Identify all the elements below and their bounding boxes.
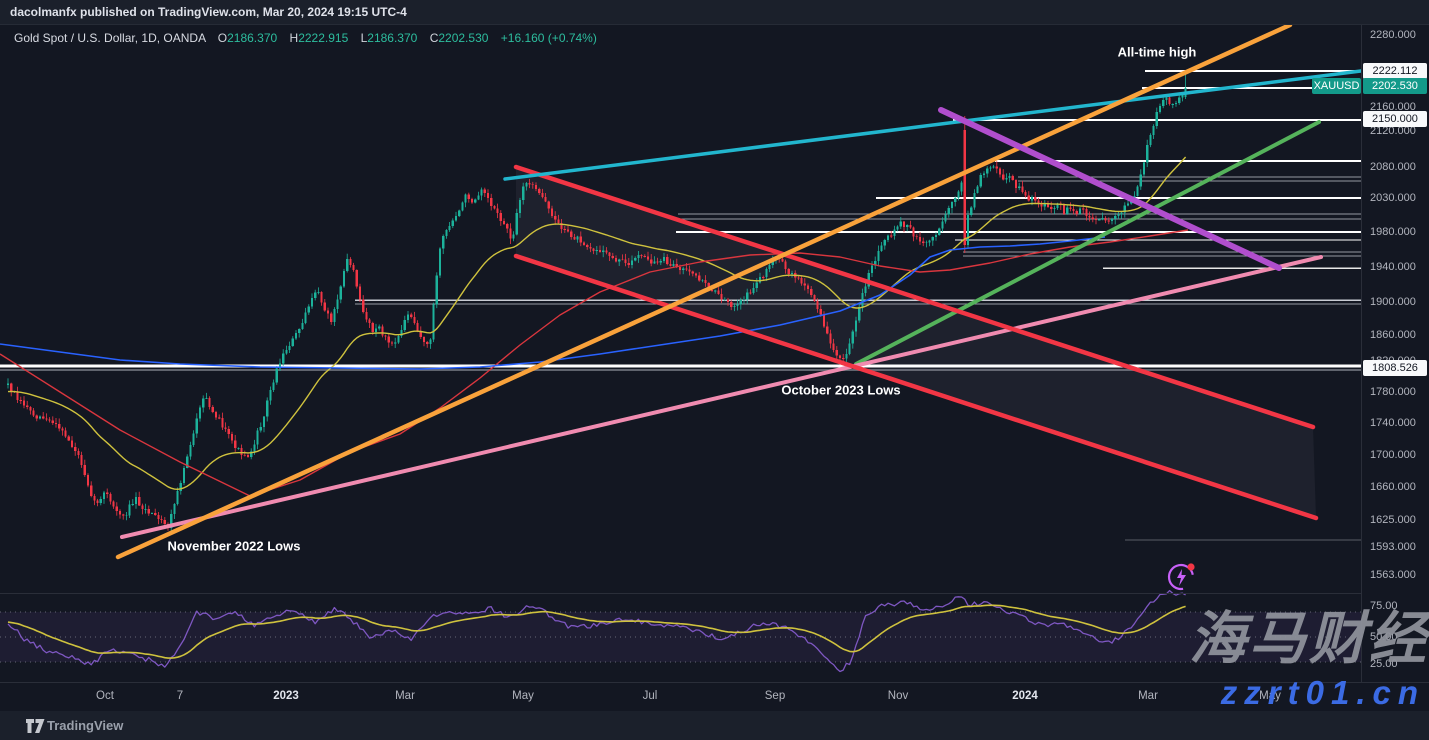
low-value: 2186.370 xyxy=(367,31,418,45)
price-axis-label: 2160.000 xyxy=(1370,101,1416,113)
price-axis-label: 25.00 xyxy=(1370,658,1398,670)
price-axis-label: 75.00 xyxy=(1370,600,1398,612)
open-label: O xyxy=(217,31,228,45)
time-axis-label: Jul xyxy=(642,690,658,702)
notification-dot xyxy=(1187,563,1195,571)
watermark-url: zzrt01.cn xyxy=(1220,674,1425,711)
pane-separator[interactable] xyxy=(0,593,1361,594)
price-axis-label: 1900.000 xyxy=(1370,296,1416,308)
resistance-trendline-cyan[interactable] xyxy=(503,69,1361,181)
price-level-badge: 2150.000 xyxy=(1363,111,1427,127)
time-axis-label: Oct xyxy=(96,690,114,702)
price-level-badge: 2222.112 xyxy=(1363,63,1427,79)
support-trendline-pink[interactable] xyxy=(120,255,1323,539)
price-axis-label: 1700.000 xyxy=(1370,449,1416,461)
time-axis-label: May xyxy=(512,690,534,702)
price-axis-label: 50.00 xyxy=(1370,631,1398,643)
symbol-legend[interactable]: Gold Spot / U.S. Dollar, 1D, OANDA O2186… xyxy=(14,31,597,45)
footer-brand[interactable]: TradingView xyxy=(47,718,124,733)
open-value: 2186.370 xyxy=(227,31,278,45)
publish-header: dacolmanfx published on TradingView.com,… xyxy=(0,0,1429,25)
time-axis-label: 2023 xyxy=(273,690,299,702)
close-label: C xyxy=(429,31,439,45)
last-price-badge: 2202.530 xyxy=(1363,78,1427,94)
price-axis-label: 2120.000 xyxy=(1370,125,1416,137)
price-axis-label: 1593.000 xyxy=(1370,541,1416,553)
high-label: H xyxy=(289,31,299,45)
price-axis-label: 1860.000 xyxy=(1370,329,1416,341)
time-axis-label: Mar xyxy=(1138,690,1158,702)
ascending-trendline-green[interactable] xyxy=(854,120,1321,366)
lightning-bolt-icon xyxy=(1177,569,1186,586)
time-axis-label: Nov xyxy=(887,690,909,702)
descending-trendline-purple[interactable] xyxy=(938,107,1282,271)
channel-lower-red[interactable] xyxy=(513,253,1319,521)
time-axis-label: 7 xyxy=(176,690,184,702)
low-label: L xyxy=(360,31,368,45)
channel-upper-red[interactable] xyxy=(513,164,1316,430)
footer-bar: TradingView xyxy=(0,710,1429,740)
symbol-price-badge: XAUUSD xyxy=(1312,78,1361,94)
tradingview-logo-icon[interactable] xyxy=(26,719,45,734)
symbol-title[interactable]: Gold Spot / U.S. Dollar, 1D, OANDA xyxy=(14,31,206,45)
price-axis-label: 2030.000 xyxy=(1370,192,1416,204)
high-value: 2222.915 xyxy=(298,31,349,45)
price-axis-label: 1740.000 xyxy=(1370,417,1416,429)
time-axis-label: Mar xyxy=(395,690,415,702)
flash-publish-icon[interactable] xyxy=(1163,557,1199,593)
change-value: +16.160 (+0.74%) xyxy=(500,31,597,45)
watermark-cjk: 海马财经 xyxy=(1189,607,1429,671)
chart-annotation: November 2022 Lows xyxy=(167,538,301,554)
price-axis-label: 1940.000 xyxy=(1370,261,1416,273)
chart-annotation: October 2023 Lows xyxy=(781,382,901,398)
time-axis-label: Sep xyxy=(764,690,786,702)
price-axis-label: 1780.000 xyxy=(1370,386,1416,398)
price-axis-label: 1980.000 xyxy=(1370,226,1416,238)
price-level-badge: 1808.526 xyxy=(1363,360,1427,376)
price-axis-label: 2080.000 xyxy=(1370,161,1416,173)
price-axis-label: 1563.000 xyxy=(1370,569,1416,581)
close-value: 2202.530 xyxy=(438,31,489,45)
chart-area[interactable]: Gold Spot / U.S. Dollar, 1D, OANDA O2186… xyxy=(0,25,1429,682)
time-axis-label: 2024 xyxy=(1012,690,1038,702)
price-axis-label: 2280.000 xyxy=(1370,29,1416,41)
time-axis[interactable]: Oct 7 2023 Mar May Jul Sep Nov 2024 Mar May xyxy=(0,682,1429,711)
long-term-trendline-orange[interactable] xyxy=(115,25,1293,560)
publish-line: dacolmanfx published on TradingView.com,… xyxy=(10,5,407,19)
chart-annotation: All-time high xyxy=(1117,44,1197,60)
time-axis-label: May xyxy=(1259,690,1281,702)
price-chart-canvas[interactable] xyxy=(0,25,1361,682)
price-axis-label: 1625.000 xyxy=(1370,514,1416,526)
price-axis[interactable]: 2280.000 2160.000 2120.000 2080.000 2030.000… xyxy=(1361,25,1429,682)
price-axis-label: 1660.000 xyxy=(1370,481,1416,493)
